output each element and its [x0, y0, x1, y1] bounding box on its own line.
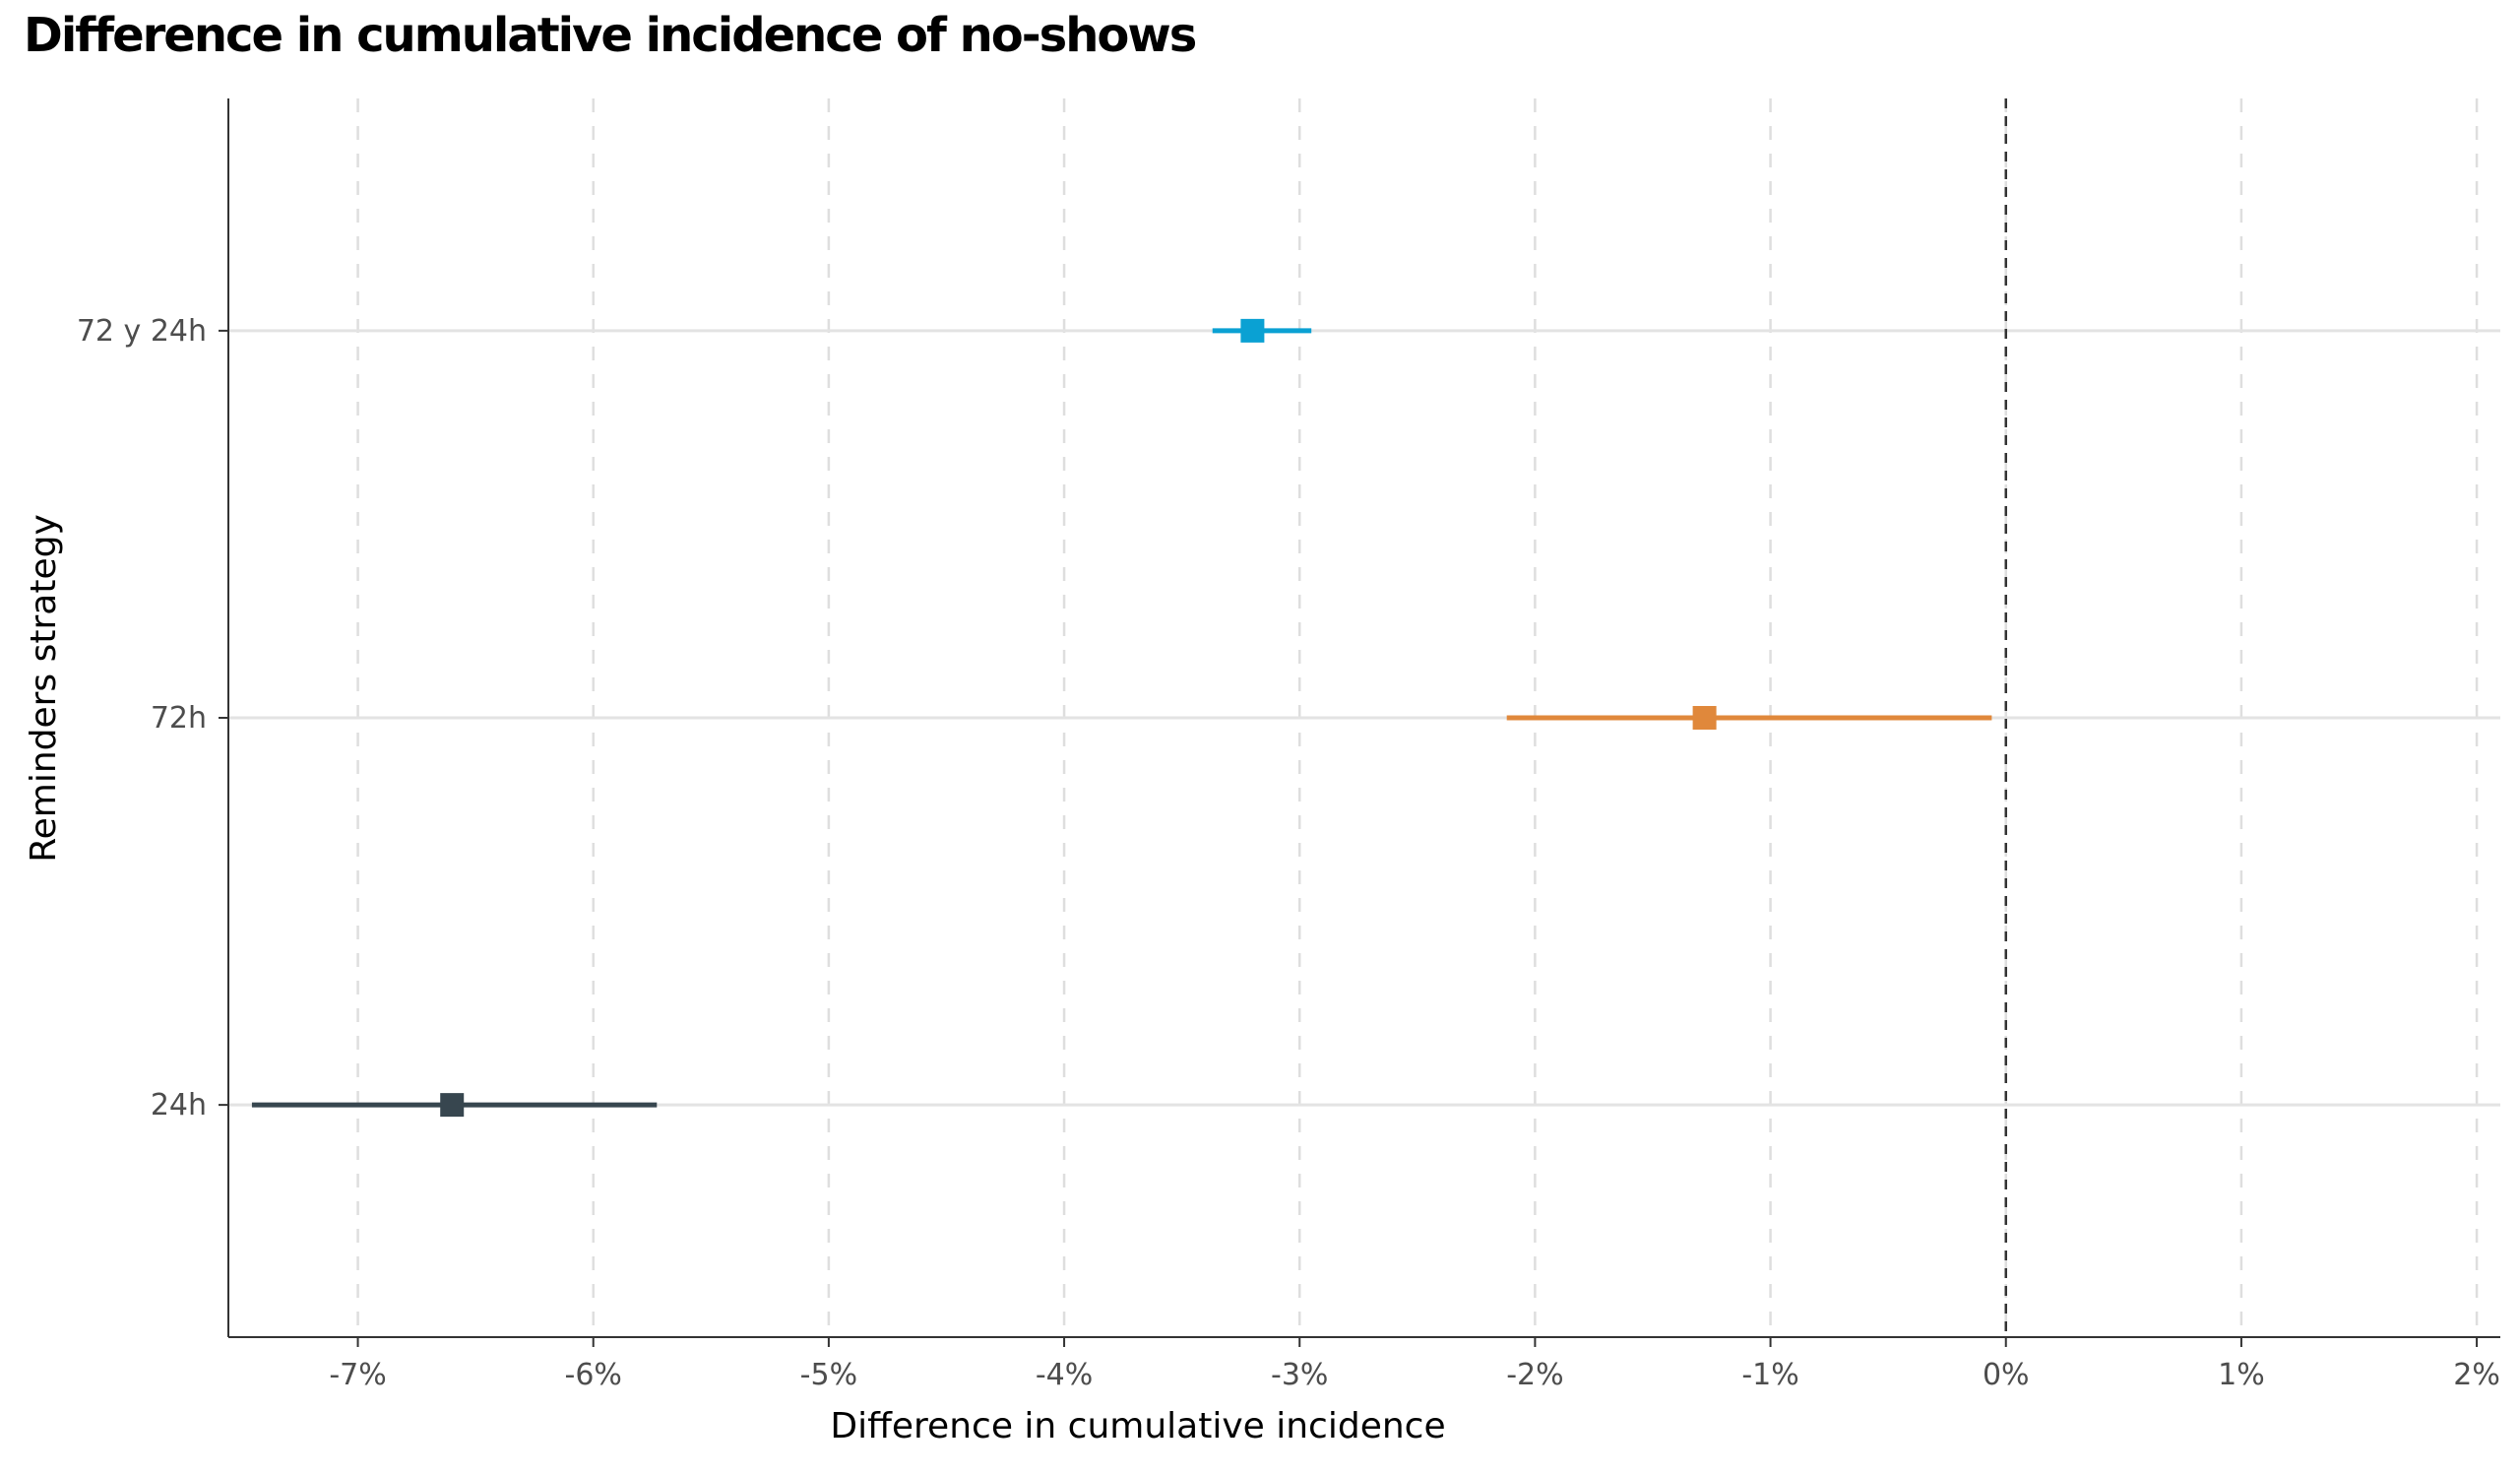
x-tick-label: 0% [1983, 1358, 2030, 1392]
point-estimate [1240, 318, 1265, 343]
chart-title: Difference in cumulative incidence of no… [24, 8, 1197, 63]
x-tick-label: -1% [1741, 1358, 1798, 1392]
x-tick-label: -4% [1036, 1358, 1093, 1392]
x-axis-title: Difference in cumulative incidence [830, 1406, 1445, 1446]
x-tick-label: -6% [565, 1358, 622, 1392]
y-tick-label: 72 y 24h [77, 314, 207, 349]
x-tick-label: -2% [1506, 1358, 1563, 1392]
x-tick-label: 1% [2218, 1358, 2265, 1392]
y-tick-label: 72h [151, 701, 207, 736]
x-tick-label: -5% [800, 1358, 857, 1392]
point-estimate [440, 1093, 465, 1118]
x-tick-label: 2% [2453, 1358, 2500, 1392]
y-axis-title: Reminders strategy [24, 514, 64, 863]
y-tick-label: 24h [151, 1088, 207, 1122]
x-tick-label: -3% [1271, 1358, 1328, 1392]
x-tick-label: -7% [329, 1358, 386, 1392]
point-estimate [1692, 706, 1717, 730]
